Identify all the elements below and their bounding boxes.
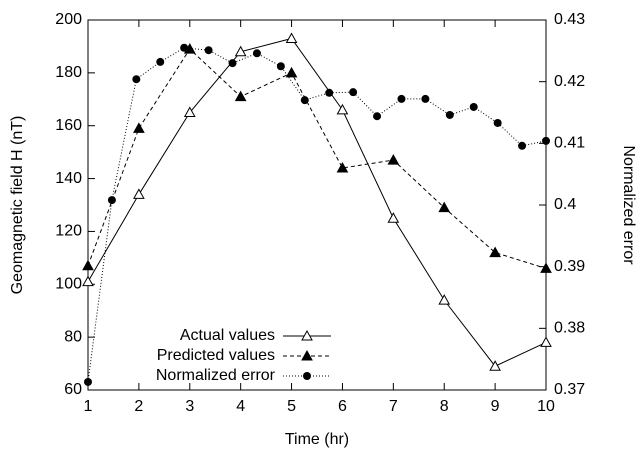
marker	[156, 57, 165, 66]
marker	[252, 49, 261, 58]
x-tick-label: 5	[287, 398, 296, 415]
y2-tick-label: 0.4	[554, 196, 576, 213]
marker	[132, 75, 141, 84]
marker	[300, 96, 309, 105]
marker	[133, 122, 145, 133]
x-tick-label: 10	[537, 398, 555, 415]
x-tick-label: 9	[491, 398, 500, 415]
marker	[285, 32, 298, 43]
marker	[234, 45, 247, 57]
marker	[133, 188, 145, 199]
marker	[349, 88, 358, 97]
marker	[489, 246, 501, 258]
marker	[234, 90, 247, 102]
marker	[438, 201, 451, 213]
y-tick-label: 180	[55, 64, 82, 81]
x-tick-label: 3	[185, 398, 194, 415]
legend-label: Predicted values	[157, 347, 275, 364]
y-tick-label: 80	[64, 328, 82, 345]
series-line	[87, 37, 547, 367]
marker	[84, 377, 92, 386]
marker	[387, 212, 400, 223]
y-tick-label: 60	[64, 381, 82, 398]
x-tick-label: 6	[338, 398, 347, 415]
marker	[285, 66, 298, 78]
marker	[204, 46, 213, 55]
marker	[518, 141, 527, 150]
y-tick-label: 120	[55, 223, 82, 240]
x-tick-label: 8	[440, 398, 449, 415]
marker	[445, 110, 454, 119]
y2-tick-label: 0.38	[554, 320, 585, 337]
y-tick-label: 140	[55, 170, 82, 187]
legend-marker	[301, 329, 313, 341]
legend-marker	[301, 349, 313, 361]
marker	[336, 161, 349, 173]
marker	[373, 112, 382, 121]
marker	[82, 275, 94, 287]
y-tick-label: 200	[55, 11, 82, 28]
y2-tick-label: 0.37	[554, 381, 585, 398]
legend-label: Actual values	[180, 327, 275, 344]
y2-tick-label: 0.42	[554, 73, 585, 90]
marker	[325, 88, 334, 97]
y-axis-label: Geomagnetic field H (nT)	[9, 116, 26, 295]
marker	[276, 62, 285, 71]
marker	[489, 360, 501, 371]
marker	[107, 196, 116, 205]
x-tick-label: 1	[84, 398, 93, 415]
y2-tick-label: 0.39	[554, 258, 585, 275]
y-tick-label: 100	[55, 276, 82, 293]
marker	[469, 102, 478, 111]
marker	[397, 94, 406, 103]
x-tick-label: 7	[389, 398, 398, 415]
marker	[421, 94, 430, 103]
marker	[493, 118, 502, 127]
legend-marker	[303, 372, 311, 380]
marker	[540, 336, 552, 347]
marker	[387, 154, 400, 165]
series-line	[87, 47, 547, 383]
y2-tick-label: 0.43	[554, 11, 585, 28]
y2-tick-label: 0.41	[554, 135, 585, 152]
series-line	[87, 48, 547, 269]
y2-axis-label: Normalized error	[620, 145, 637, 265]
x-tick-label: 4	[236, 398, 245, 415]
x-axis-label: Time (hr)	[285, 431, 349, 448]
x-tick-label: 2	[134, 398, 143, 415]
marker	[336, 103, 349, 115]
marker	[180, 43, 189, 52]
marker	[183, 106, 196, 117]
marker	[540, 262, 552, 273]
y-tick-label: 160	[55, 117, 82, 134]
legend-label: Normalized error	[156, 367, 276, 384]
marker	[228, 59, 237, 68]
marker	[82, 259, 94, 271]
marker	[438, 294, 451, 305]
marker	[542, 136, 550, 145]
plot-frame	[87, 19, 547, 391]
